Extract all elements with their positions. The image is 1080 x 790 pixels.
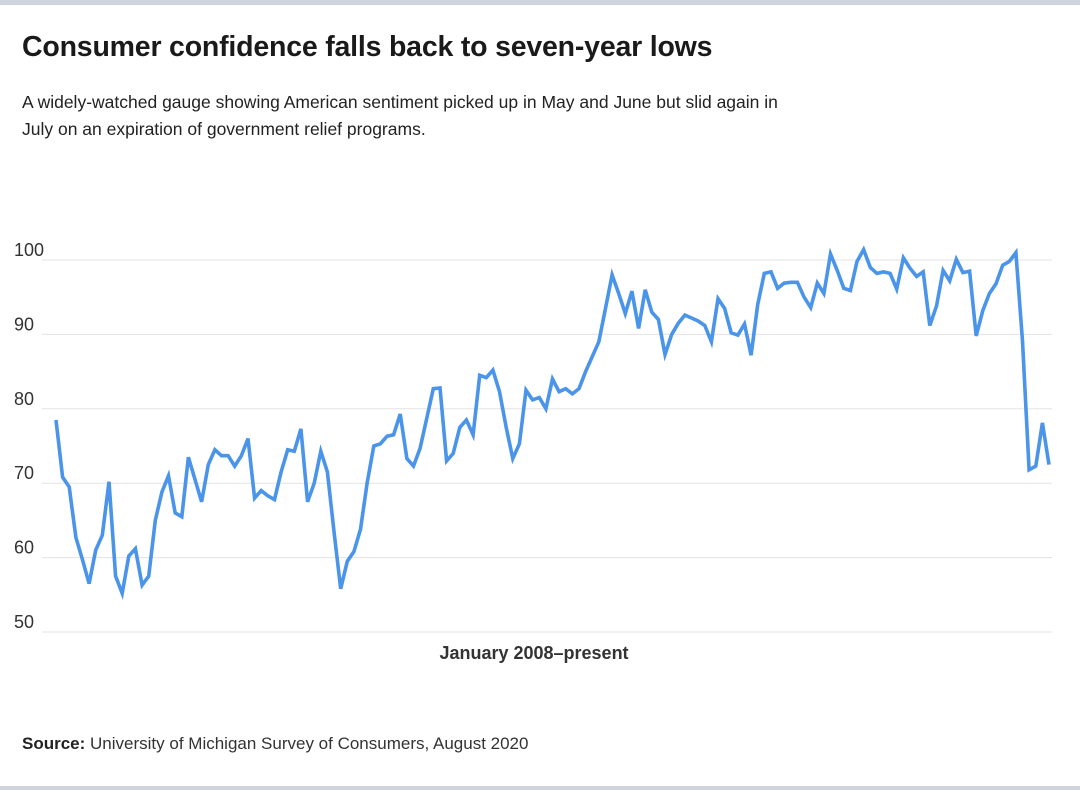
x-axis-label: January 2008–present [439, 643, 629, 663]
source-note: Source: University of Michigan Survey of… [22, 734, 528, 754]
y-axis-tick-labels: 50 60 70 80 90 100 [14, 240, 44, 632]
y-tick-label-60: 60 [14, 538, 34, 558]
top-frame-bar [0, 0, 1080, 5]
chart-subtitle: A widely-watched gauge showing American … [22, 92, 778, 139]
y-tick-label-50: 50 [14, 612, 34, 632]
y-tick-label-70: 70 [14, 463, 34, 483]
y-tick-label-80: 80 [14, 389, 34, 409]
series-layer [54, 245, 1051, 600]
bottom-frame-bar [0, 786, 1080, 790]
y-tick-label-90: 90 [14, 314, 34, 334]
source-label: Source: [22, 734, 86, 753]
y-tick-label-100: 100 [14, 240, 44, 260]
gridlines [42, 259, 1052, 633]
source-text: University of Michigan Survey of Consume… [90, 734, 529, 753]
series-line-consumer-sentiment [54, 245, 1051, 600]
chart-title: Consumer confidence falls back to seven-… [22, 31, 713, 63]
